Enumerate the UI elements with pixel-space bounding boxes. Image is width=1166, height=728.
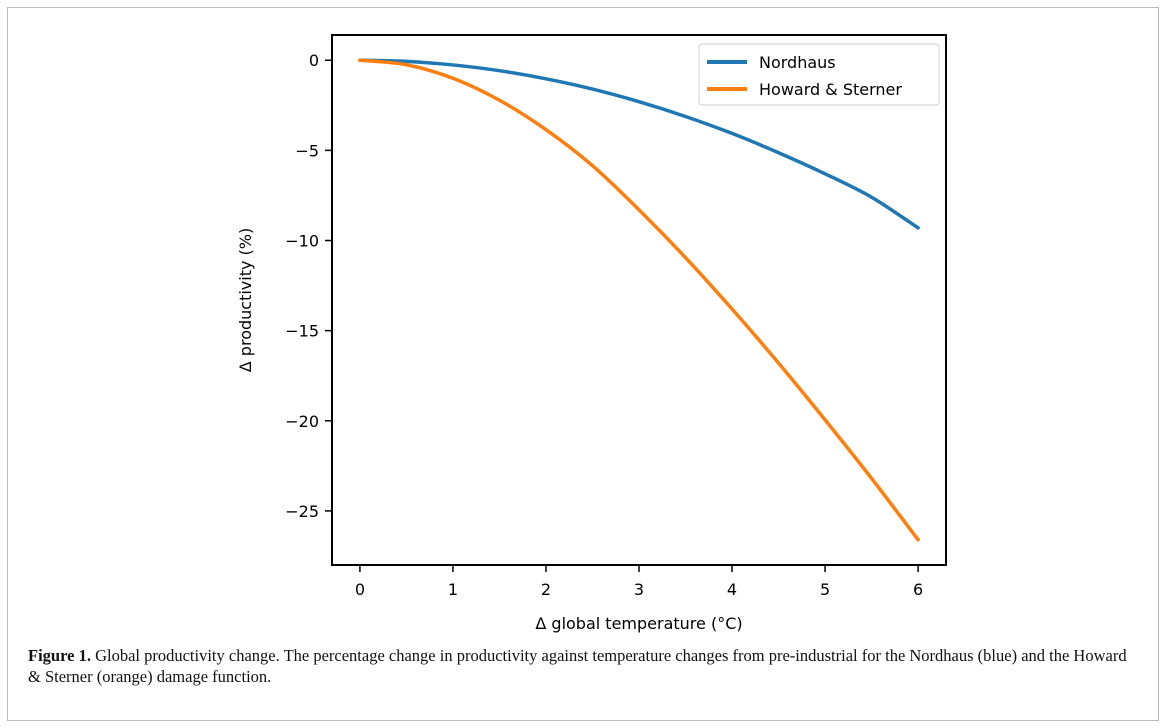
series-lines: [358, 58, 920, 542]
legend-label-nordhaus: Nordhaus: [759, 53, 836, 72]
y-tick-label: −25: [285, 502, 319, 521]
x-tick-label: 2: [541, 580, 551, 599]
series-line-nordhaus: [358, 58, 920, 230]
legend: Nordhaus Howard & Sterner: [698, 43, 940, 106]
x-tick-label: 1: [448, 580, 458, 599]
caption-text: Global productivity change. The percenta…: [28, 646, 1127, 686]
legend-label-howard-sterner: Howard & Sterner: [759, 80, 902, 99]
x-axis: 0 1 2 3 4 5 6: [355, 565, 923, 599]
legend-box: [698, 43, 940, 106]
y-tick-label: −20: [285, 412, 319, 431]
caption-figure-label: Figure 1.: [28, 646, 91, 665]
axes-frame: [331, 34, 947, 566]
y-tick-label: 0: [309, 51, 319, 70]
figure-frame: [7, 7, 1159, 721]
series-line-howard-sterner: [358, 58, 920, 542]
x-tick-label: 5: [820, 580, 830, 599]
y-axis-label: Δ productivity (%): [236, 228, 255, 372]
y-tick-label: −10: [285, 232, 319, 251]
x-tick-label: 0: [355, 580, 365, 599]
x-tick-label: 6: [913, 580, 923, 599]
y-axis: 0 −5 −10 −15 −20 −25: [285, 51, 332, 521]
plot-area: [331, 34, 947, 566]
x-axis-label: Δ global temperature (°C): [535, 614, 742, 633]
x-tick-label: 4: [727, 580, 737, 599]
y-tick-label: −5: [295, 141, 319, 160]
figure-caption: Figure 1. Global productivity change. Th…: [28, 645, 1138, 687]
y-tick-label: −15: [285, 322, 319, 341]
x-tick-label: 3: [634, 580, 644, 599]
